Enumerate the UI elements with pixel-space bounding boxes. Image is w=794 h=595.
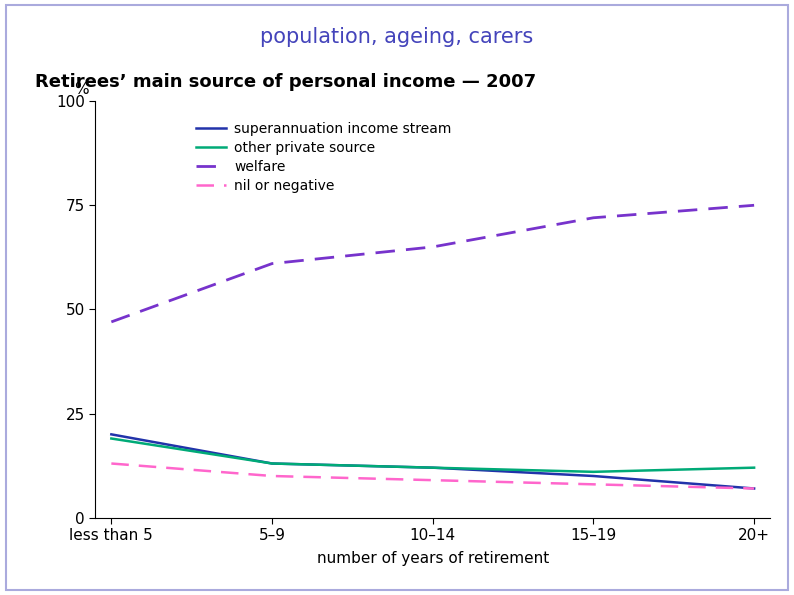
Text: %: % <box>74 82 89 97</box>
Text: Retirees’ main source of personal income — 2007: Retirees’ main source of personal income… <box>35 73 536 91</box>
X-axis label: number of years of retirement: number of years of retirement <box>317 552 549 566</box>
Legend: superannuation income stream, other private source, welfare, nil or negative: superannuation income stream, other priv… <box>190 117 457 198</box>
Text: population, ageing, carers: population, ageing, carers <box>260 27 534 47</box>
